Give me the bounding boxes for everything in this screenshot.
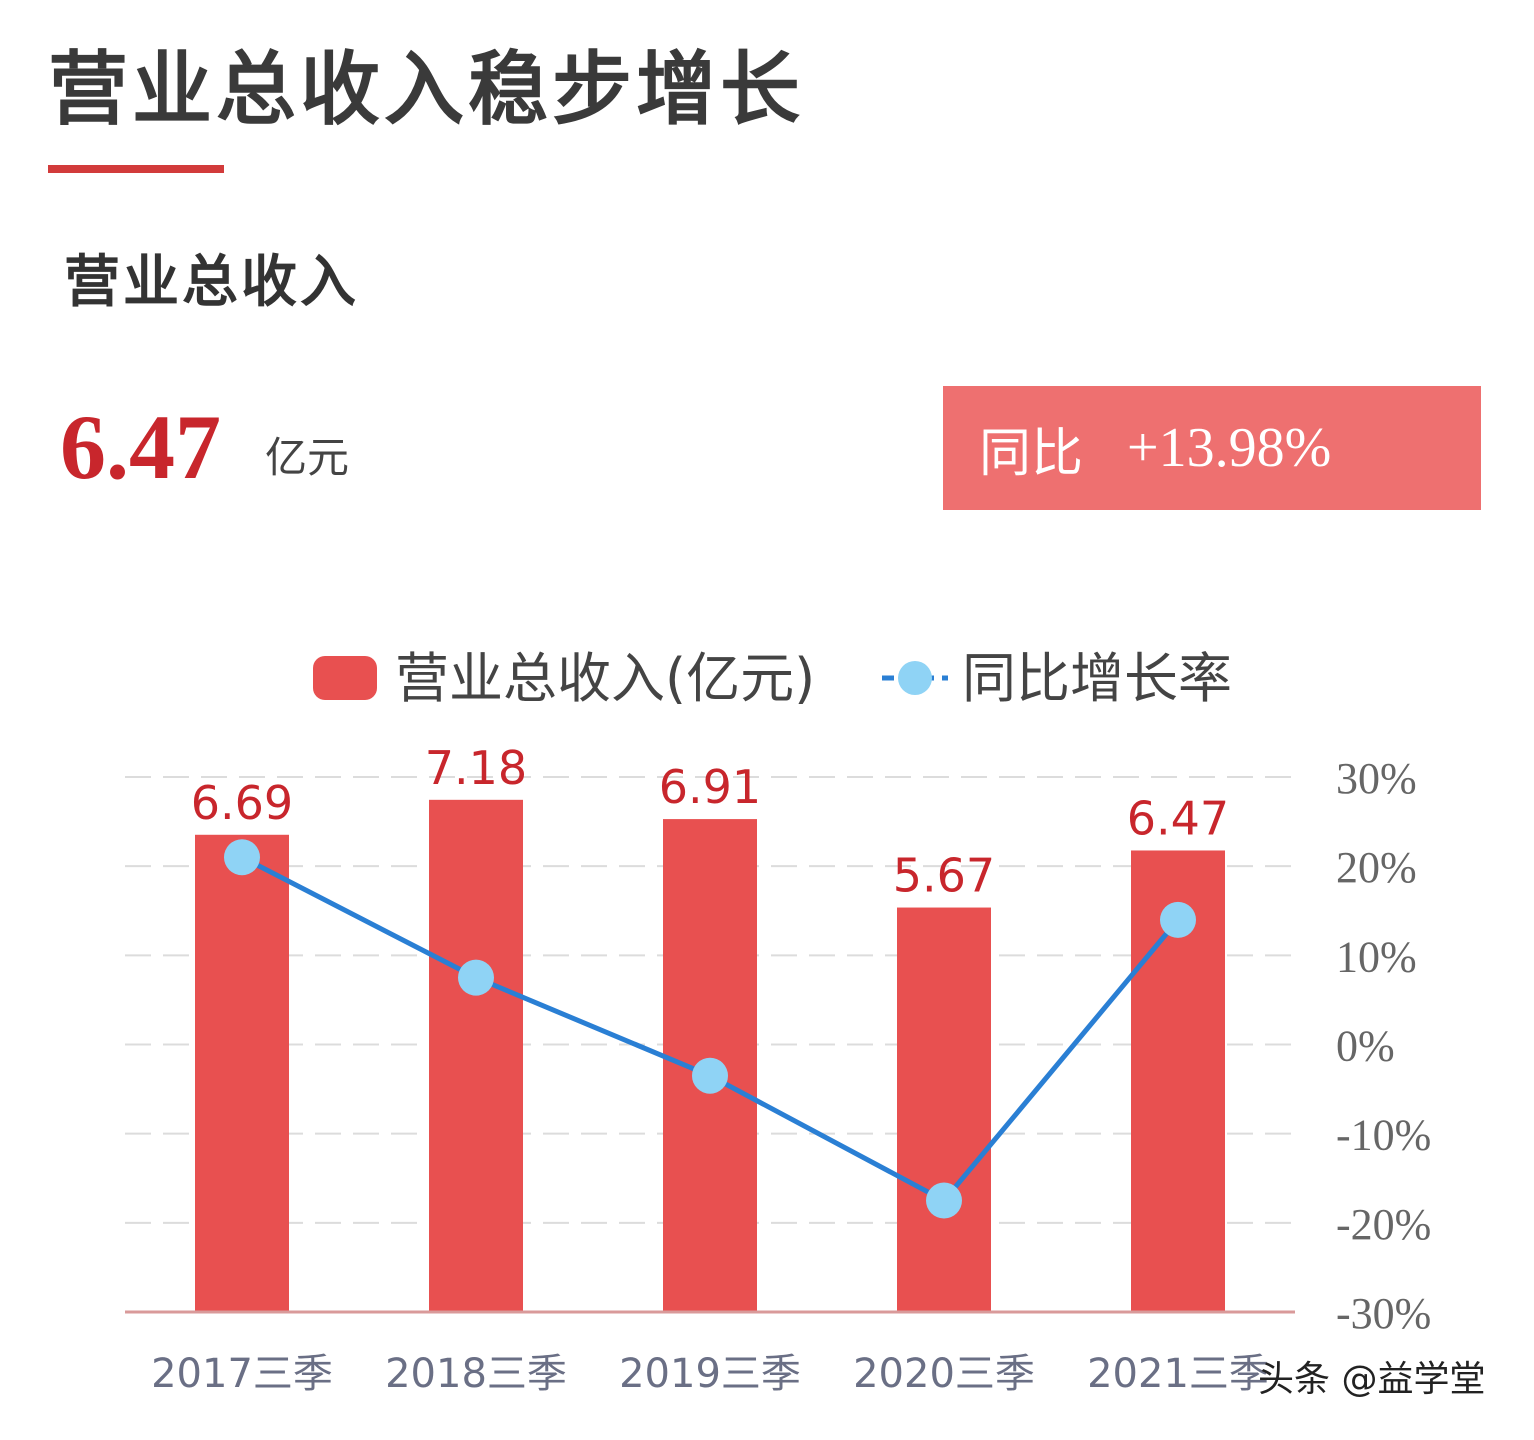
y-right-tick-label: -20% [1336, 1200, 1431, 1249]
y-right-tick-label: 30% [1336, 754, 1417, 803]
x-tick-label: 2018三季 [385, 1351, 567, 1397]
bar [429, 799, 523, 1312]
x-tick-label: 2017三季 [151, 1351, 333, 1397]
x-tick-label: 2021三季 [1087, 1351, 1269, 1397]
x-tick-label: 2020三季 [853, 1351, 1035, 1397]
bar-data-label: 6.91 [659, 760, 761, 814]
page-title: 营业总收入稳步增长 [48, 43, 804, 136]
y-right-tick-label: 20% [1336, 843, 1417, 892]
bar-data-label: 6.69 [191, 776, 293, 830]
legend-bar-label: 营业总收入(亿元) [395, 647, 815, 710]
y-right-tick-label: -10% [1336, 1111, 1431, 1160]
growth-point [458, 959, 494, 996]
revenue-value: 6.47 [60, 396, 221, 498]
revenue-chart: 营业总收入(亿元) 同比增长率 30% 20% 10% 0% -10% -20% -30% 6.6… [125, 647, 1431, 1397]
bar-data-label: 7.18 [425, 741, 527, 795]
yoy-label: 同比 [979, 423, 1084, 484]
revenue-unit: 亿元 [265, 433, 350, 482]
section-label: 营业总收入 [64, 250, 359, 315]
bar-data-label: 5.67 [893, 849, 995, 903]
growth-point [692, 1057, 728, 1094]
bar-data-label: 6.47 [1127, 791, 1229, 845]
growth-point [224, 839, 260, 876]
yoy-badge: 同比 +13.98% [943, 386, 1481, 510]
title-underline [48, 165, 224, 173]
bar [195, 834, 289, 1312]
y-right-tick-label: -30% [1336, 1289, 1431, 1338]
y-right-tick-label: 0% [1336, 1022, 1395, 1071]
legend-line-label: 同比增长率 [962, 647, 1232, 710]
growth-point [1160, 901, 1196, 938]
legend-bar-swatch [313, 656, 377, 700]
growth-point [926, 1182, 962, 1219]
watermark: 头条 @益学堂 [1258, 1359, 1486, 1400]
legend-line-marker [898, 661, 932, 695]
yoy-value: +13.98% [1127, 417, 1332, 479]
y-right-tick-label: 10% [1336, 932, 1417, 981]
x-tick-label: 2019三季 [619, 1351, 801, 1397]
bar [897, 907, 991, 1312]
